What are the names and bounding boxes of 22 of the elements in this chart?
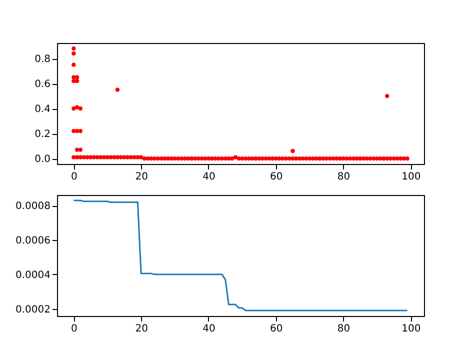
x-tick-label: 0 bbox=[70, 324, 78, 334]
y-tick-label: 0.0006 bbox=[16, 236, 50, 247]
x-tick-label: 100 bbox=[402, 172, 421, 182]
line-series bbox=[72, 200, 408, 312]
y-tick-label: 0.2 bbox=[34, 129, 50, 140]
y-tick-label: 0.0008 bbox=[16, 201, 50, 212]
y-tick-label: 0.0 bbox=[34, 154, 50, 165]
y-tick-label: 0.4 bbox=[34, 104, 50, 115]
x-tick-label: 80 bbox=[337, 324, 350, 334]
y-tick-label: 0.6 bbox=[34, 79, 50, 90]
x-tick-label: 20 bbox=[135, 172, 148, 182]
x-tick-label: 0 bbox=[70, 172, 78, 182]
x-tick-label: 40 bbox=[202, 324, 216, 334]
x-tick-label: 80 bbox=[337, 172, 350, 182]
x-tick-label: 20 bbox=[135, 324, 148, 334]
x-tick-label: 40 bbox=[202, 172, 216, 182]
y-tick-label: 0.8 bbox=[34, 54, 50, 65]
x-tick-label: 100 bbox=[402, 324, 421, 334]
y-tick-label: 0.0004 bbox=[16, 270, 50, 281]
x-tick-label: 60 bbox=[270, 324, 283, 334]
x-tick-label: 60 bbox=[270, 172, 283, 182]
y-tick-label: 0.0002 bbox=[16, 304, 50, 316]
